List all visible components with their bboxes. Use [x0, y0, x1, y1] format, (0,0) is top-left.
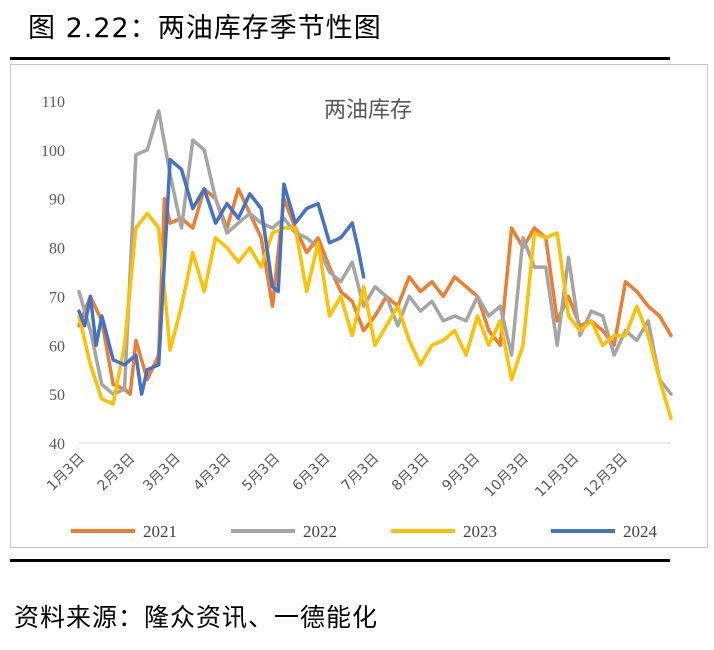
series-line-2022 [77, 109, 673, 396]
x-tick-label-3: 3月3日 [140, 451, 184, 495]
legend-label-2024: 2024 [623, 522, 658, 541]
chart-frame: 40 50 60 70 80 90 100 110 1月3日 2月3日 3月3日 4月3日 5月3日 6月… [10, 64, 708, 548]
y-tick-label-80: 80 [49, 241, 65, 258]
x-tick-label-10: 10月3日 [482, 451, 532, 501]
legend-label-2022: 2022 [303, 522, 337, 541]
series-line-2024 [77, 157, 366, 396]
chart-svg: 40 50 60 70 80 90 100 110 1月3日 2月3日 3月3日 4月3日 5月3日 6月… [41, 94, 673, 541]
series-line-2021 [77, 187, 673, 396]
x-tick-label-9: 9月3日 [439, 451, 483, 495]
top-rule [10, 57, 670, 60]
x-tick-label-8: 8月3日 [389, 451, 433, 495]
legend-label-2023: 2023 [463, 522, 497, 541]
x-tick-label-1: 1月3日 [44, 451, 88, 495]
series-line-2023 [77, 211, 673, 421]
x-tick-label-11: 11月3日 [532, 451, 582, 501]
x-tick-label-4: 4月3日 [191, 451, 235, 495]
x-tick-label-2: 2月3日 [95, 451, 139, 495]
chart-title: 两油库存 [324, 98, 412, 123]
y-tick-label-100: 100 [41, 143, 65, 160]
x-tick-label-12: 12月3日 [581, 451, 631, 501]
y-tick-label-50: 50 [49, 387, 65, 404]
y-tick-label-60: 60 [49, 338, 65, 355]
bottom-rule [10, 559, 670, 562]
y-tick-label-110: 110 [42, 94, 65, 111]
x-tick-label-6: 6月3日 [290, 451, 334, 495]
x-tick-label-5: 5月3日 [239, 451, 283, 495]
source-note: 资料来源：隆众资讯、一德能化 [14, 603, 379, 632]
y-tick-label-70: 70 [49, 289, 65, 306]
y-tick-label-40: 40 [49, 436, 65, 453]
legend-label-2021: 2021 [143, 522, 177, 541]
figure-title: 图 2.22：两油库存季节性图 [28, 13, 382, 44]
y-tick-label-90: 90 [49, 192, 65, 209]
x-tick-label-7: 7月3日 [339, 451, 383, 495]
